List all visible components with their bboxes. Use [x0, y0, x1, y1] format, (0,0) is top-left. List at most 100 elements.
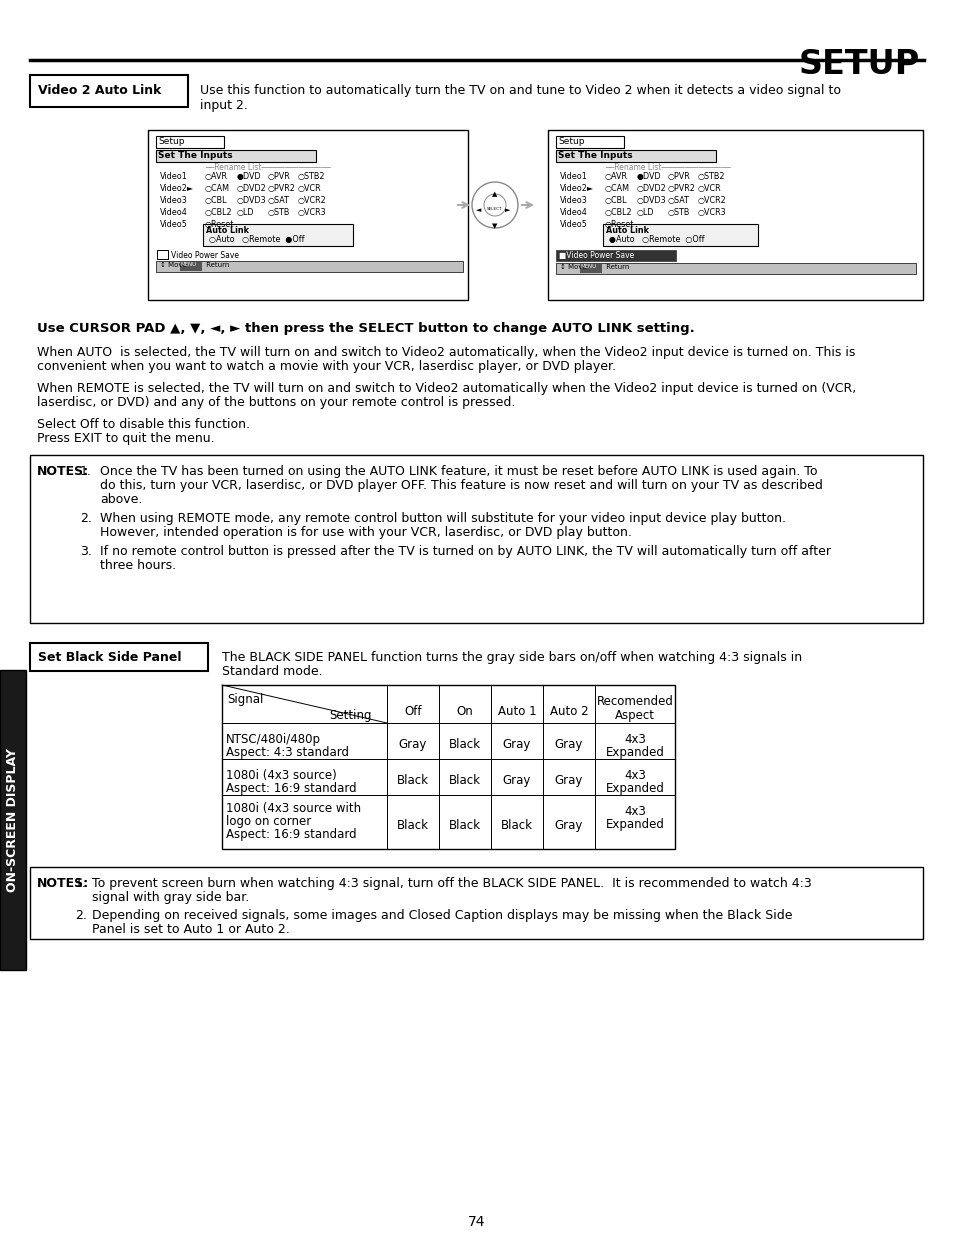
Text: Expanded: Expanded: [605, 782, 663, 795]
Text: Expanded: Expanded: [605, 746, 663, 760]
Text: If no remote control button is pressed after the TV is turned on by AUTO LINK, t: If no remote control button is pressed a…: [100, 545, 830, 558]
Text: Signal: Signal: [227, 693, 263, 706]
Bar: [156, 261, 462, 272]
Text: 1.: 1.: [80, 466, 91, 478]
Bar: [547, 130, 923, 300]
Text: ○VCR2: ○VCR2: [698, 196, 726, 205]
Text: Video4: Video4: [160, 207, 188, 217]
Text: Video Power Save: Video Power Save: [171, 251, 239, 261]
Text: 4x3: 4x3: [623, 805, 645, 818]
Text: Auto Link: Auto Link: [206, 226, 249, 235]
Text: MENU: MENU: [580, 264, 597, 269]
Text: Video 2 Auto Link: Video 2 Auto Link: [38, 84, 161, 98]
Text: Depending on received signals, some images and Closed Caption displays may be mi: Depending on received signals, some imag…: [91, 909, 792, 923]
Text: Black: Black: [449, 774, 480, 787]
Text: Gray: Gray: [555, 774, 582, 787]
Text: ◄: ◄: [476, 207, 481, 212]
Bar: [30, 867, 923, 939]
Text: Set The Inputs: Set The Inputs: [558, 151, 632, 161]
Text: Set The Inputs: Set The Inputs: [158, 151, 233, 161]
Bar: [157, 249, 168, 259]
Text: MENU: MENU: [181, 263, 197, 268]
Text: Off: Off: [404, 705, 421, 718]
Text: ○SAT: ○SAT: [268, 196, 290, 205]
Text: ○CBL2: ○CBL2: [604, 207, 632, 217]
Text: ○VCR: ○VCR: [297, 184, 321, 193]
Text: ○STB: ○STB: [667, 207, 690, 217]
Bar: [148, 130, 468, 300]
Text: Panel is set to Auto 1 or Auto 2.: Panel is set to Auto 1 or Auto 2.: [91, 923, 290, 936]
Text: ○DVD3: ○DVD3: [236, 196, 266, 205]
Text: ►: ►: [505, 207, 510, 212]
Text: ○Auto   ○Remote  ●Off: ○Auto ○Remote ●Off: [209, 235, 304, 245]
Text: Aspect: Aspect: [615, 709, 655, 722]
Text: ○CBL: ○CBL: [205, 196, 227, 205]
Text: 4x3: 4x3: [623, 769, 645, 782]
Text: Setting: Setting: [329, 709, 371, 722]
Text: Gray: Gray: [555, 819, 582, 832]
Text: To prevent screen burn when watching 4:3 signal, turn off the BLACK SIDE PANEL. : To prevent screen burn when watching 4:3…: [91, 877, 811, 890]
Text: do this, turn your VCR, laserdisc, or DVD player OFF. This feature is now reset : do this, turn your VCR, laserdisc, or DV…: [100, 479, 822, 492]
Text: ○VCR: ○VCR: [698, 184, 720, 193]
Text: Use CURSOR PAD ▲, ▼, ◄, ► then press the SELECT button to change AUTO LINK setti: Use CURSOR PAD ▲, ▼, ◄, ► then press the…: [37, 322, 694, 335]
Text: ON-SCREEN DISPLAY: ON-SCREEN DISPLAY: [7, 748, 19, 892]
Bar: [156, 149, 315, 162]
Bar: [579, 264, 601, 273]
Text: ○Reset: ○Reset: [604, 220, 634, 228]
Text: signal with gray side bar.: signal with gray side bar.: [91, 890, 249, 904]
Text: ○AVR: ○AVR: [604, 172, 627, 182]
Text: 2.: 2.: [75, 909, 87, 923]
Text: ○CAM: ○CAM: [604, 184, 629, 193]
Text: ↕ Move: ↕ Move: [559, 264, 588, 270]
Text: convenient when you want to watch a movie with your VCR, laserdisc player, or DV: convenient when you want to watch a movi…: [37, 359, 616, 373]
Text: However, intended operation is for use with your VCR, laserdisc, or DVD play but: However, intended operation is for use w…: [100, 526, 631, 538]
Text: above.: above.: [100, 493, 142, 506]
Text: ●Auto   ○Remote  ○Off: ●Auto ○Remote ○Off: [608, 235, 703, 245]
Text: Auto 2: Auto 2: [549, 705, 588, 718]
Text: Gray: Gray: [502, 774, 531, 787]
Text: When using REMOTE mode, any remote control button will substitute for your video: When using REMOTE mode, any remote contr…: [100, 513, 785, 525]
Text: The BLACK SIDE PANEL function turns the gray side bars on/off when watching 4:3 : The BLACK SIDE PANEL function turns the …: [222, 651, 801, 664]
Bar: [30, 643, 208, 671]
Text: NTSC/480i/480p: NTSC/480i/480p: [226, 734, 320, 746]
Text: ○PVR: ○PVR: [667, 172, 690, 182]
Text: 1.: 1.: [75, 877, 87, 890]
Text: ○DVD2: ○DVD2: [236, 184, 267, 193]
Text: On: On: [456, 705, 473, 718]
Text: 3.: 3.: [80, 545, 91, 558]
Text: Video3: Video3: [160, 196, 188, 205]
Text: Black: Black: [449, 819, 480, 832]
Text: ○STB2: ○STB2: [297, 172, 325, 182]
Text: When AUTO  is selected, the TV will turn on and switch to Video2 automatically, : When AUTO is selected, the TV will turn …: [37, 346, 855, 359]
Text: NOTES:: NOTES:: [37, 877, 89, 890]
Text: Black: Black: [449, 739, 480, 751]
Text: three hours.: three hours.: [100, 559, 176, 572]
Text: Setup: Setup: [558, 137, 584, 146]
Bar: [602, 224, 758, 246]
Text: Video1: Video1: [559, 172, 587, 182]
Text: ○Reset: ○Reset: [205, 220, 234, 228]
Text: ○SAT: ○SAT: [667, 196, 689, 205]
Text: 74: 74: [468, 1215, 485, 1229]
Text: ○PVR: ○PVR: [268, 172, 291, 182]
Text: Auto Link: Auto Link: [605, 226, 648, 235]
Bar: [556, 249, 676, 261]
Bar: [203, 224, 353, 246]
Text: ○DVD3: ○DVD3: [637, 196, 666, 205]
Text: Video2►: Video2►: [160, 184, 193, 193]
Text: SELECT: SELECT: [487, 207, 502, 211]
Bar: [222, 685, 675, 848]
Text: Once the TV has been turned on using the AUTO LINK feature, it must be reset bef: Once the TV has been turned on using the…: [100, 466, 817, 478]
Text: input 2.: input 2.: [200, 99, 248, 112]
Text: Aspect: 16:9 standard: Aspect: 16:9 standard: [226, 827, 356, 841]
Text: Video4: Video4: [559, 207, 587, 217]
Text: Select Off to disable this function.: Select Off to disable this function.: [37, 417, 250, 431]
Text: Standard mode.: Standard mode.: [222, 664, 322, 678]
Text: Set Black Side Panel: Set Black Side Panel: [38, 651, 181, 664]
Text: 1080i (4x3 source with: 1080i (4x3 source with: [226, 802, 361, 815]
Text: ●DVD: ●DVD: [637, 172, 661, 182]
Text: Recomended: Recomended: [596, 695, 673, 708]
Text: ○AVR: ○AVR: [205, 172, 228, 182]
Text: Video1: Video1: [160, 172, 188, 182]
Text: ○VCR3: ○VCR3: [698, 207, 726, 217]
